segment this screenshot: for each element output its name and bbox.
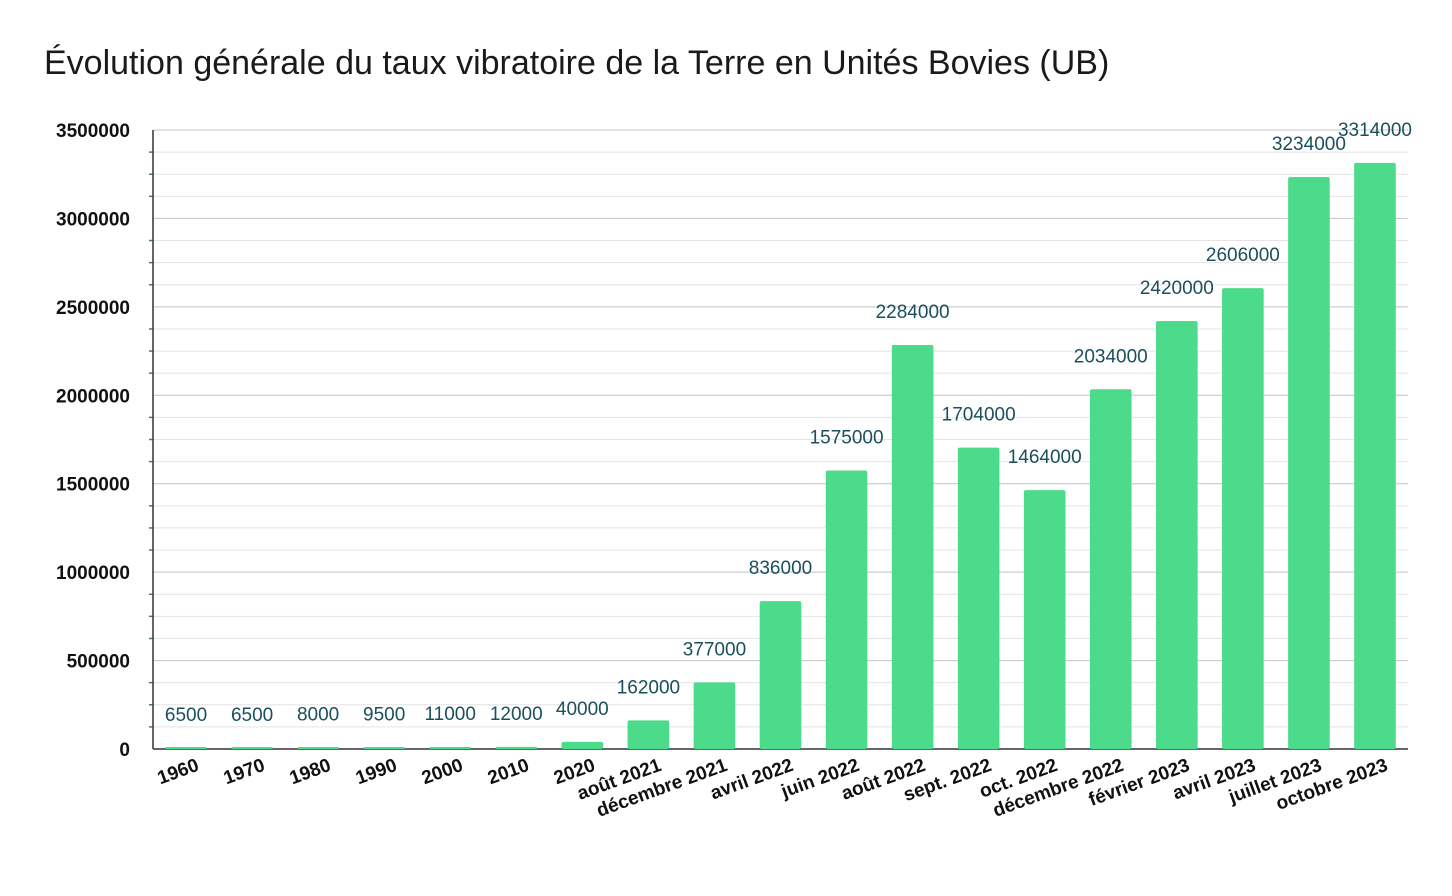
x-tick-label: 1960	[155, 755, 202, 789]
bar	[957, 447, 1000, 749]
y-tick-label: 2000000	[56, 386, 130, 407]
bar	[561, 741, 604, 749]
bar	[1156, 321, 1198, 749]
y-tick-label: 1000000	[56, 563, 130, 584]
x-tick-label: 2000	[419, 755, 466, 789]
bar	[759, 601, 802, 749]
bar	[165, 747, 207, 749]
x-tick-label: 1990	[353, 755, 400, 789]
y-tick-label: 3500000	[56, 121, 130, 142]
data-label: 6500	[165, 705, 207, 726]
data-label: 8000	[297, 705, 339, 726]
data-label: 2420000	[1140, 278, 1214, 299]
data-label: 40000	[556, 699, 609, 720]
data-label: 1575000	[810, 427, 884, 448]
data-label: 3314000	[1338, 120, 1412, 141]
data-label: 2606000	[1206, 245, 1280, 266]
bar	[297, 747, 339, 749]
data-label: 377000	[683, 639, 746, 660]
bar	[1089, 389, 1132, 749]
data-label: 836000	[749, 558, 812, 579]
data-label: 3234000	[1272, 134, 1346, 155]
bar	[363, 747, 405, 749]
data-label: 2034000	[1074, 346, 1148, 367]
bar	[231, 747, 273, 749]
bar	[1354, 162, 1396, 749]
x-tick-label: 2010	[485, 755, 532, 789]
data-label: 11000	[425, 704, 476, 725]
y-tick-label: 2500000	[56, 298, 130, 319]
y-tick-label: 3000000	[56, 209, 130, 230]
y-tick-label: 0	[119, 740, 130, 761]
bar	[429, 747, 472, 749]
y-tick-label: 500000	[67, 652, 130, 673]
data-label: 6500	[231, 705, 273, 726]
bar	[1023, 490, 1066, 749]
bar	[495, 746, 538, 749]
bar	[693, 682, 736, 749]
data-label: 9500	[363, 704, 405, 725]
data-label: 12000	[490, 704, 543, 725]
x-tick-label: 1970	[221, 755, 268, 789]
data-label: 1464000	[1008, 447, 1082, 468]
bar	[891, 345, 934, 749]
bar	[627, 720, 670, 749]
y-tick-label: 1500000	[56, 475, 130, 496]
data-label: 1704000	[942, 405, 1016, 426]
bar	[1222, 288, 1264, 749]
data-label: 2284000	[876, 302, 950, 323]
chart-title: Évolution générale du taux vibratoire de…	[44, 44, 1110, 82]
bar	[825, 470, 868, 749]
bar	[1288, 177, 1330, 749]
x-tick-label: 1980	[287, 755, 334, 789]
data-label: 162000	[617, 677, 680, 698]
